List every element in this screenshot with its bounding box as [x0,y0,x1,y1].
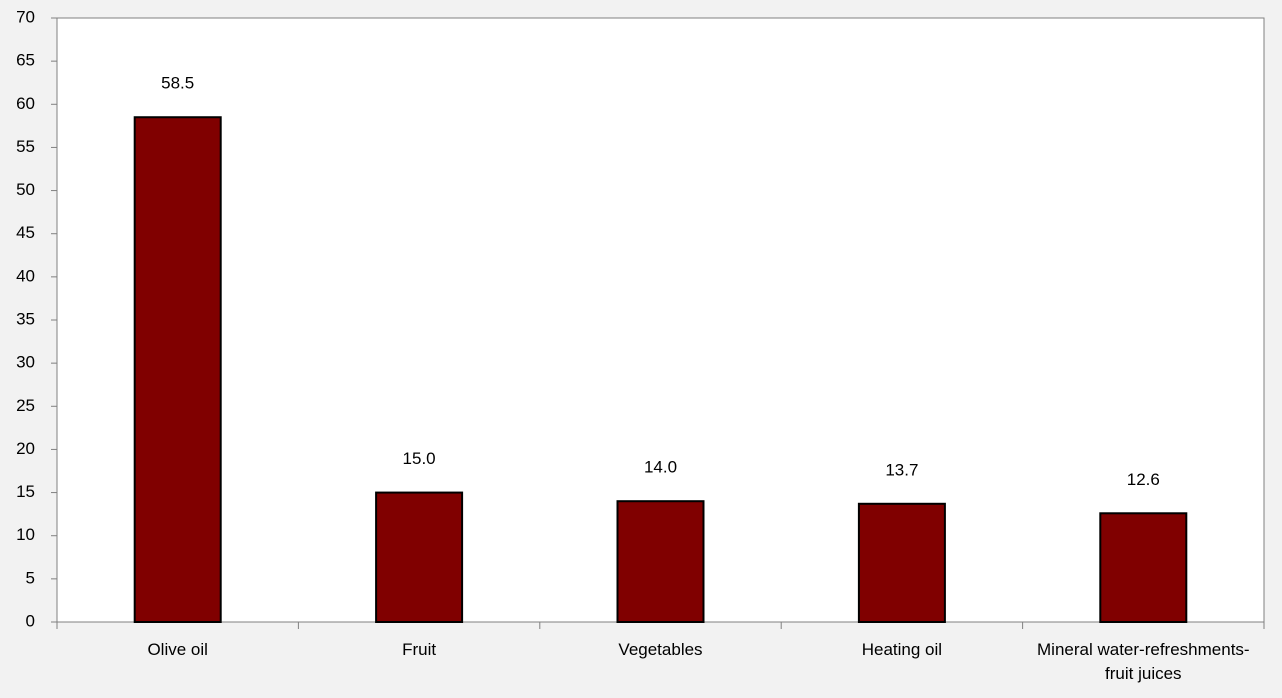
y-tick-label: 65 [16,51,35,70]
y-tick-label: 30 [16,353,35,372]
y-tick-label: 0 [26,611,35,630]
y-tick-label: 20 [16,439,35,458]
bar [1099,512,1188,624]
bar [133,116,222,623]
x-tick-label: Mineral water-refreshments-fruit juices [1037,640,1250,683]
y-tick-label: 5 [26,568,35,587]
x-tick-label: Heating oil [861,640,943,659]
y-tick-label: 25 [16,396,35,415]
value-label: 14.0 [644,458,677,477]
bar [375,491,464,624]
value-label: 12.6 [1127,470,1160,489]
value-label: 15.0 [403,449,436,468]
x-tick-label: Vegetables [618,640,703,659]
x-tick-label: Fruit [402,640,437,659]
y-tick-label: 40 [16,266,35,285]
y-tick-label: 15 [16,482,35,501]
value-label: 13.7 [885,460,918,479]
y-tick-label: 10 [16,525,35,544]
x-tick-label: Olive oil [147,640,208,659]
y-tick-label: 60 [16,94,35,113]
y-tick-label: 45 [16,223,35,242]
y-tick-label: 35 [16,309,35,328]
y-tick-label: 70 [16,7,35,26]
bar [857,502,946,623]
value-label: 58.5 [161,74,194,93]
y-tick-label: 55 [16,137,35,156]
bar [616,500,705,624]
y-tick-label: 50 [16,180,35,199]
